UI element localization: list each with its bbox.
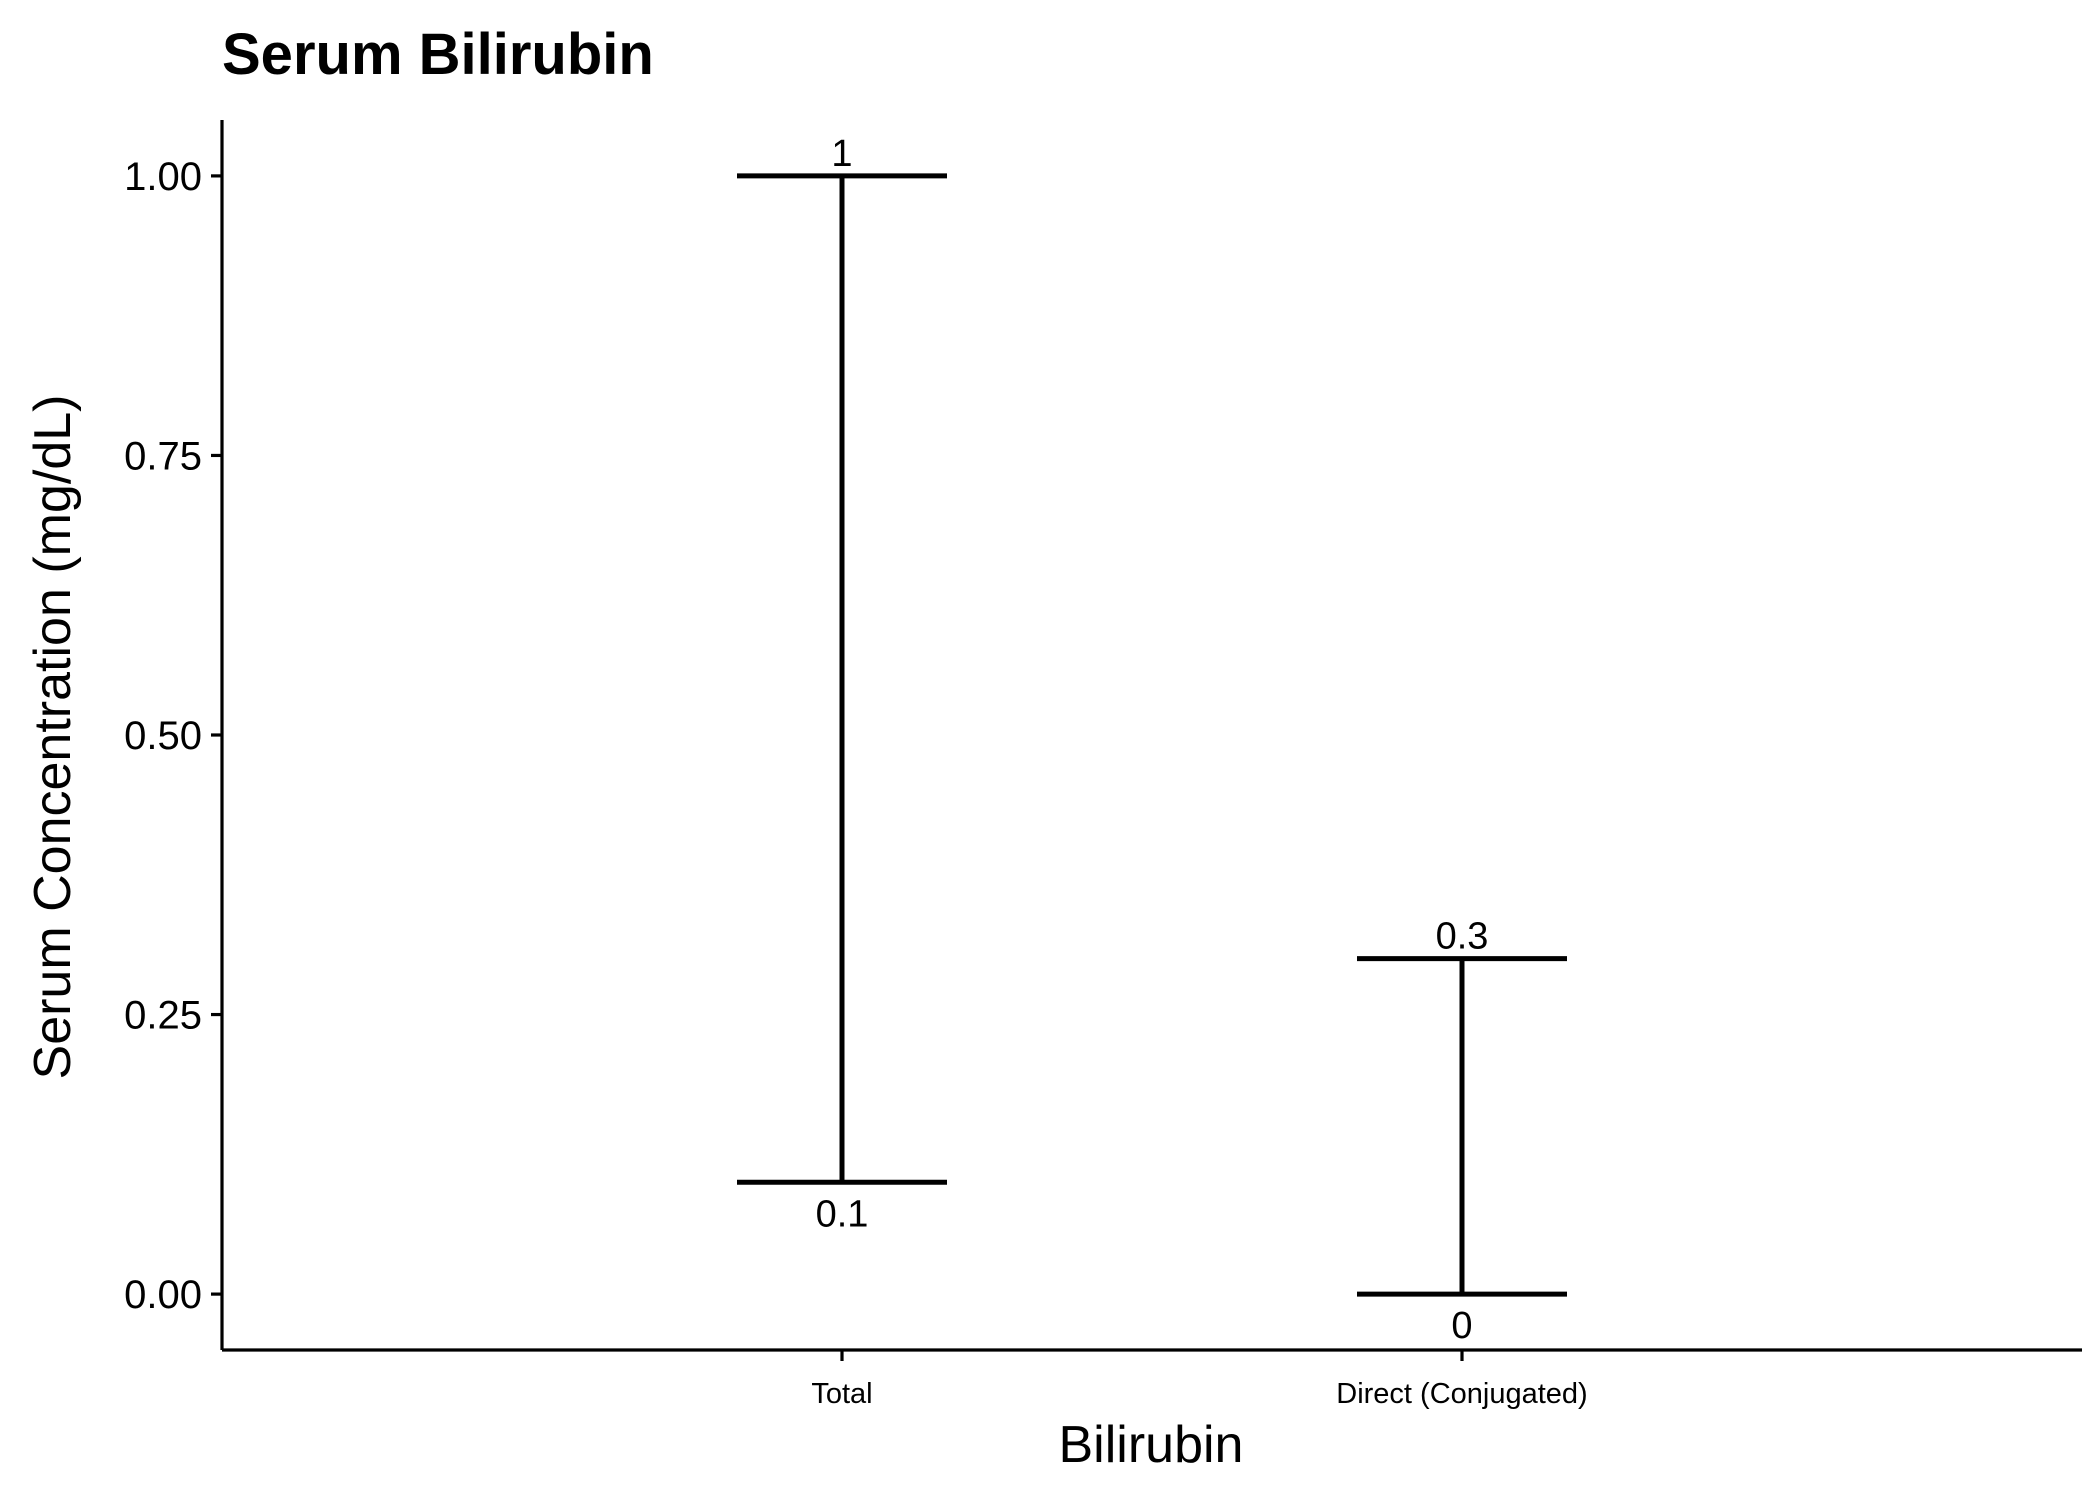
y-tick-label: 0.50	[124, 714, 202, 758]
y-tick-label: 0.00	[124, 1273, 202, 1317]
x-tick-label: Total	[811, 1378, 872, 1410]
range-low-label: 0	[1451, 1305, 1472, 1347]
x-axis-title: Bilirubin	[1059, 1416, 1244, 1474]
range-low-label: 0.1	[816, 1193, 869, 1235]
y-axis-title: Serum Concentration (mg/dL)	[24, 395, 82, 1080]
y-tick-label: 0.25	[124, 994, 202, 1038]
y-tick-label: 1.00	[124, 155, 202, 199]
chart-title: Serum Bilirubin	[222, 22, 654, 87]
y-tick-label: 0.75	[124, 434, 202, 478]
x-tick-label: Direct (Conjugated)	[1336, 1378, 1587, 1410]
range-high-label: 0.3	[1436, 916, 1489, 958]
plot-area: 0.00 0.25 0.50 0.75 1.00 Total Direct (Conjuga…	[124, 120, 2082, 1410]
range-high-label: 1	[831, 133, 852, 175]
